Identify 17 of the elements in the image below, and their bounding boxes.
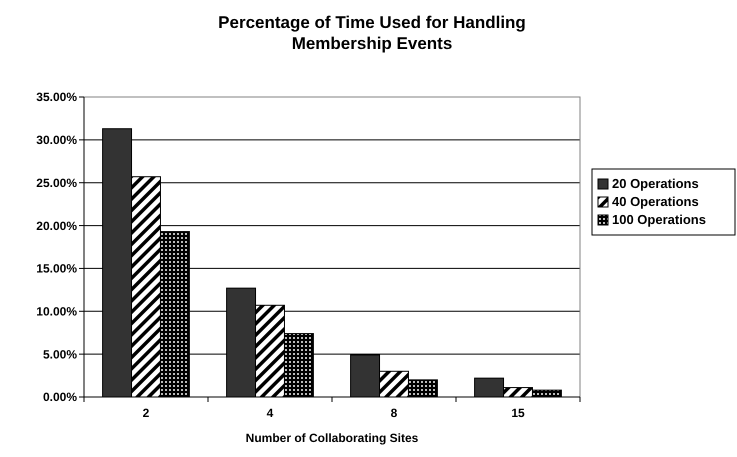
x-tick-label: 15 <box>511 406 525 420</box>
y-tick-label: 25.00% <box>36 176 78 190</box>
legend-label: 20 Operations <box>612 176 699 191</box>
y-tick-label: 15.00% <box>36 262 78 276</box>
y-tick-label: 0.00% <box>42 390 78 404</box>
x-tick-label: 4 <box>266 406 274 420</box>
x-tick-label: 8 <box>390 406 398 420</box>
y-tick-label: 35.00% <box>36 90 78 104</box>
legend-label: 100 Operations <box>612 212 706 227</box>
x-axis-title: Number of Collaborating Sites <box>246 431 419 445</box>
chart-title: Percentage of Time Used for Handling Membership Events <box>218 13 526 53</box>
y-tick-label: 30.00% <box>36 133 78 148</box>
y-tick-label: 5.00% <box>42 347 78 362</box>
legend-label: 40 Operations <box>612 194 699 209</box>
x-tick-label: 2 <box>142 406 150 420</box>
y-tick-label: 20.00% <box>36 218 78 233</box>
y-tick-label: 10.00% <box>36 304 78 318</box>
